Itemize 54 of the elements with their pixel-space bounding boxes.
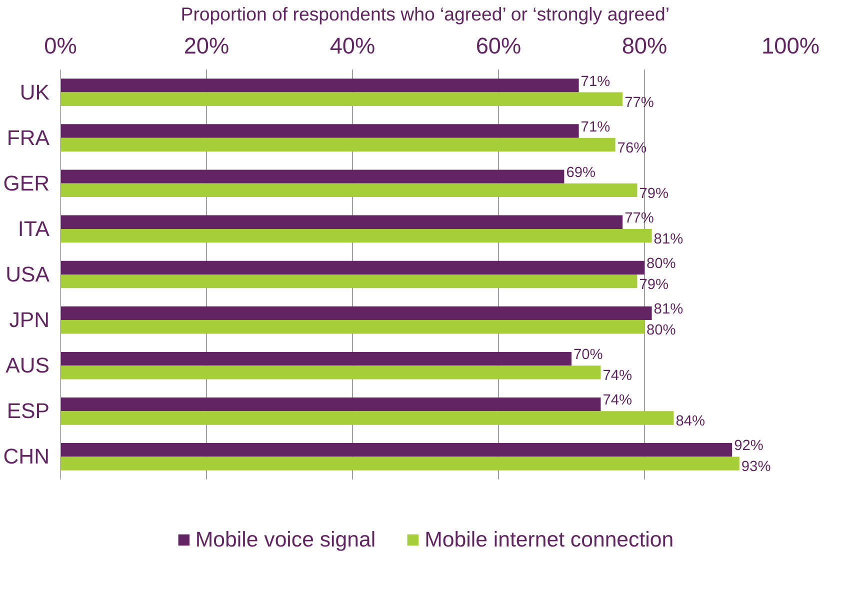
data-label: 77% (624, 94, 654, 111)
data-label: 81% (654, 231, 684, 248)
data-label: 74% (602, 392, 632, 409)
data-label: 71% (580, 119, 610, 136)
bar (60, 92, 623, 106)
y-tick-label: FRA (6, 126, 50, 150)
data-label: 77% (624, 210, 654, 226)
y-tick-label: CHN (3, 444, 50, 469)
bar (60, 443, 732, 457)
x-tick-label: 0% (44, 32, 77, 58)
data-label: 74% (602, 368, 632, 384)
y-tick-label: JPN (9, 308, 50, 332)
bar (60, 183, 638, 198)
y-tick-label: USA (6, 262, 50, 286)
bar (60, 274, 638, 288)
y-tick-label: UK (20, 80, 50, 104)
data-label: 79% (639, 276, 669, 293)
data-label: 81% (654, 302, 684, 318)
data-label: 70% (574, 347, 603, 364)
bar (60, 456, 740, 470)
data-label: 80% (646, 322, 676, 339)
x-tick-label: 60% (476, 32, 522, 58)
x-tick-label: 20% (184, 32, 230, 58)
bar (60, 320, 644, 334)
data-label: 92% (734, 438, 764, 454)
data-label: 71% (580, 74, 610, 90)
data-label: 84% (676, 414, 706, 430)
y-tick-label: GER (3, 171, 50, 196)
data-label: 69% (566, 164, 596, 181)
y-tick-label: ESP (6, 399, 50, 424)
y-tick-label: AUS (6, 354, 50, 378)
x-tick-label: 80% (622, 32, 668, 58)
x-tick-label: 100% (762, 32, 820, 58)
bar (60, 306, 652, 320)
x-tick-label: 40% (330, 32, 376, 58)
bar (60, 228, 652, 243)
bar (60, 138, 616, 152)
legend-label: Mobile internet connection (424, 527, 674, 552)
bar (60, 352, 572, 366)
data-label: 80% (646, 256, 676, 272)
bar (60, 215, 623, 229)
data-label: 79% (639, 186, 669, 202)
bar (60, 366, 601, 380)
x-axis-title: Proportion of respondents who ‘agreed’ or ‘strongly agreed’ (180, 4, 670, 24)
legend-label: Mobile voice signal (195, 527, 376, 552)
bar (60, 411, 674, 425)
y-tick-label: ITA (18, 216, 50, 241)
data-label: 93% (741, 459, 771, 476)
bar (60, 398, 601, 412)
bar (60, 124, 579, 138)
data-label: 76% (617, 140, 647, 156)
bar (60, 170, 564, 184)
bar (60, 78, 579, 92)
bar (60, 260, 644, 274)
